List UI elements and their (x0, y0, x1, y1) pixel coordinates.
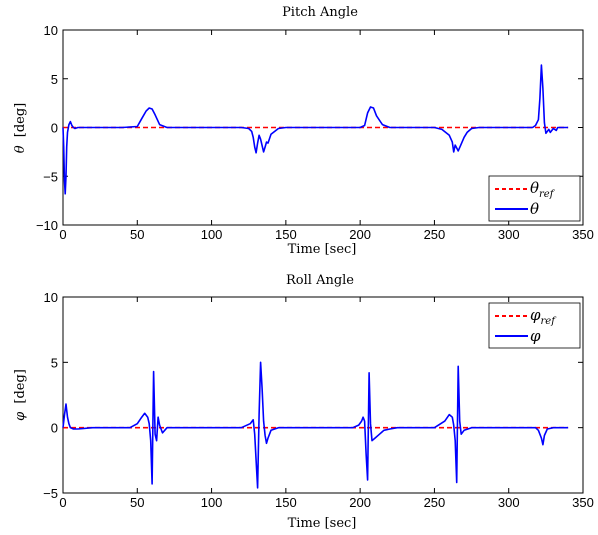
roll-series-layer (62, 361, 569, 489)
roll-legend-ref-label: φref (530, 306, 557, 327)
pitch-legend: θref θ (488, 175, 581, 222)
pitch-x-tick-label: 50 (130, 227, 144, 242)
pitch-axis-ticks: 0 50 100 150 200 250 300 350 −10 −5 0 5 10 (36, 23, 594, 242)
roll-x-tick-label: 150 (275, 495, 297, 510)
pitch-legend-box (488, 175, 581, 222)
roll-x-axis-label: Time [sec] (288, 516, 357, 531)
roll-x-tick-label: 100 (201, 495, 223, 510)
roll-x-tick-label: 350 (572, 495, 594, 510)
pitch-y-tick-label: −5 (43, 169, 58, 184)
pitch-x-tick-label: 100 (201, 227, 223, 242)
pitch-x-axis-label: Time [sec] (288, 242, 357, 257)
roll-legend: φref φ (488, 302, 581, 349)
pitch-x-tick-label: 150 (275, 227, 297, 242)
pitch-y-tick-label: 0 (51, 121, 58, 136)
roll-y-tick-label: −5 (43, 486, 58, 501)
roll-x-tick-label: 0 (59, 495, 66, 510)
roll-measured-line (62, 361, 569, 489)
pitch-measured-line (62, 64, 569, 195)
roll-y-tick-label: 0 (51, 421, 58, 436)
pitch-x-tick-label: 250 (424, 227, 446, 242)
pitch-x-tick-label: 350 (572, 227, 594, 242)
pitch-y-axis-label: θ [deg] (13, 103, 28, 153)
roll-legend-actual-label: φ (530, 327, 541, 345)
roll-x-tick-label: 300 (498, 495, 520, 510)
pitch-chart: Pitch Angle 0 50 100 150 200 250 300 350 −10 −5 0 5… (13, 5, 594, 257)
roll-x-tick-label: 250 (424, 495, 446, 510)
pitch-x-tick-label: 200 (349, 227, 371, 242)
pitch-x-tick-label: 0 (59, 227, 66, 242)
pitch-legend-actual-label: θ (530, 200, 539, 218)
roll-x-tick-label: 200 (349, 495, 371, 510)
roll-y-axis-label: φ [deg] (13, 369, 28, 421)
pitch-y-tick-label: 10 (44, 23, 58, 38)
roll-y-tick-label: 10 (44, 290, 58, 305)
pitch-y-tick-label: −10 (36, 218, 58, 233)
pitch-y-axis-symbol: θ (13, 145, 28, 153)
svg-text:φ [deg]: φ [deg] (13, 369, 28, 421)
pitch-y-tick-label: 5 (51, 72, 58, 87)
roll-x-tick-label: 50 (130, 495, 144, 510)
roll-chart-title: Roll Angle (286, 273, 354, 288)
roll-y-tick-label: 5 (51, 355, 58, 370)
pitch-legend-ref-label: θref (530, 179, 556, 200)
pitch-x-tick-label: 300 (498, 227, 520, 242)
svg-text:θ [deg]: θ [deg] (13, 103, 28, 153)
roll-legend-box (488, 302, 581, 349)
pitch-chart-title: Pitch Angle (282, 5, 358, 20)
pitch-series-layer (62, 64, 569, 195)
roll-y-axis-symbol: φ (13, 411, 28, 421)
roll-y-axis-unit: [deg] (13, 369, 28, 403)
pitch-y-axis-unit: [deg] (13, 103, 28, 137)
